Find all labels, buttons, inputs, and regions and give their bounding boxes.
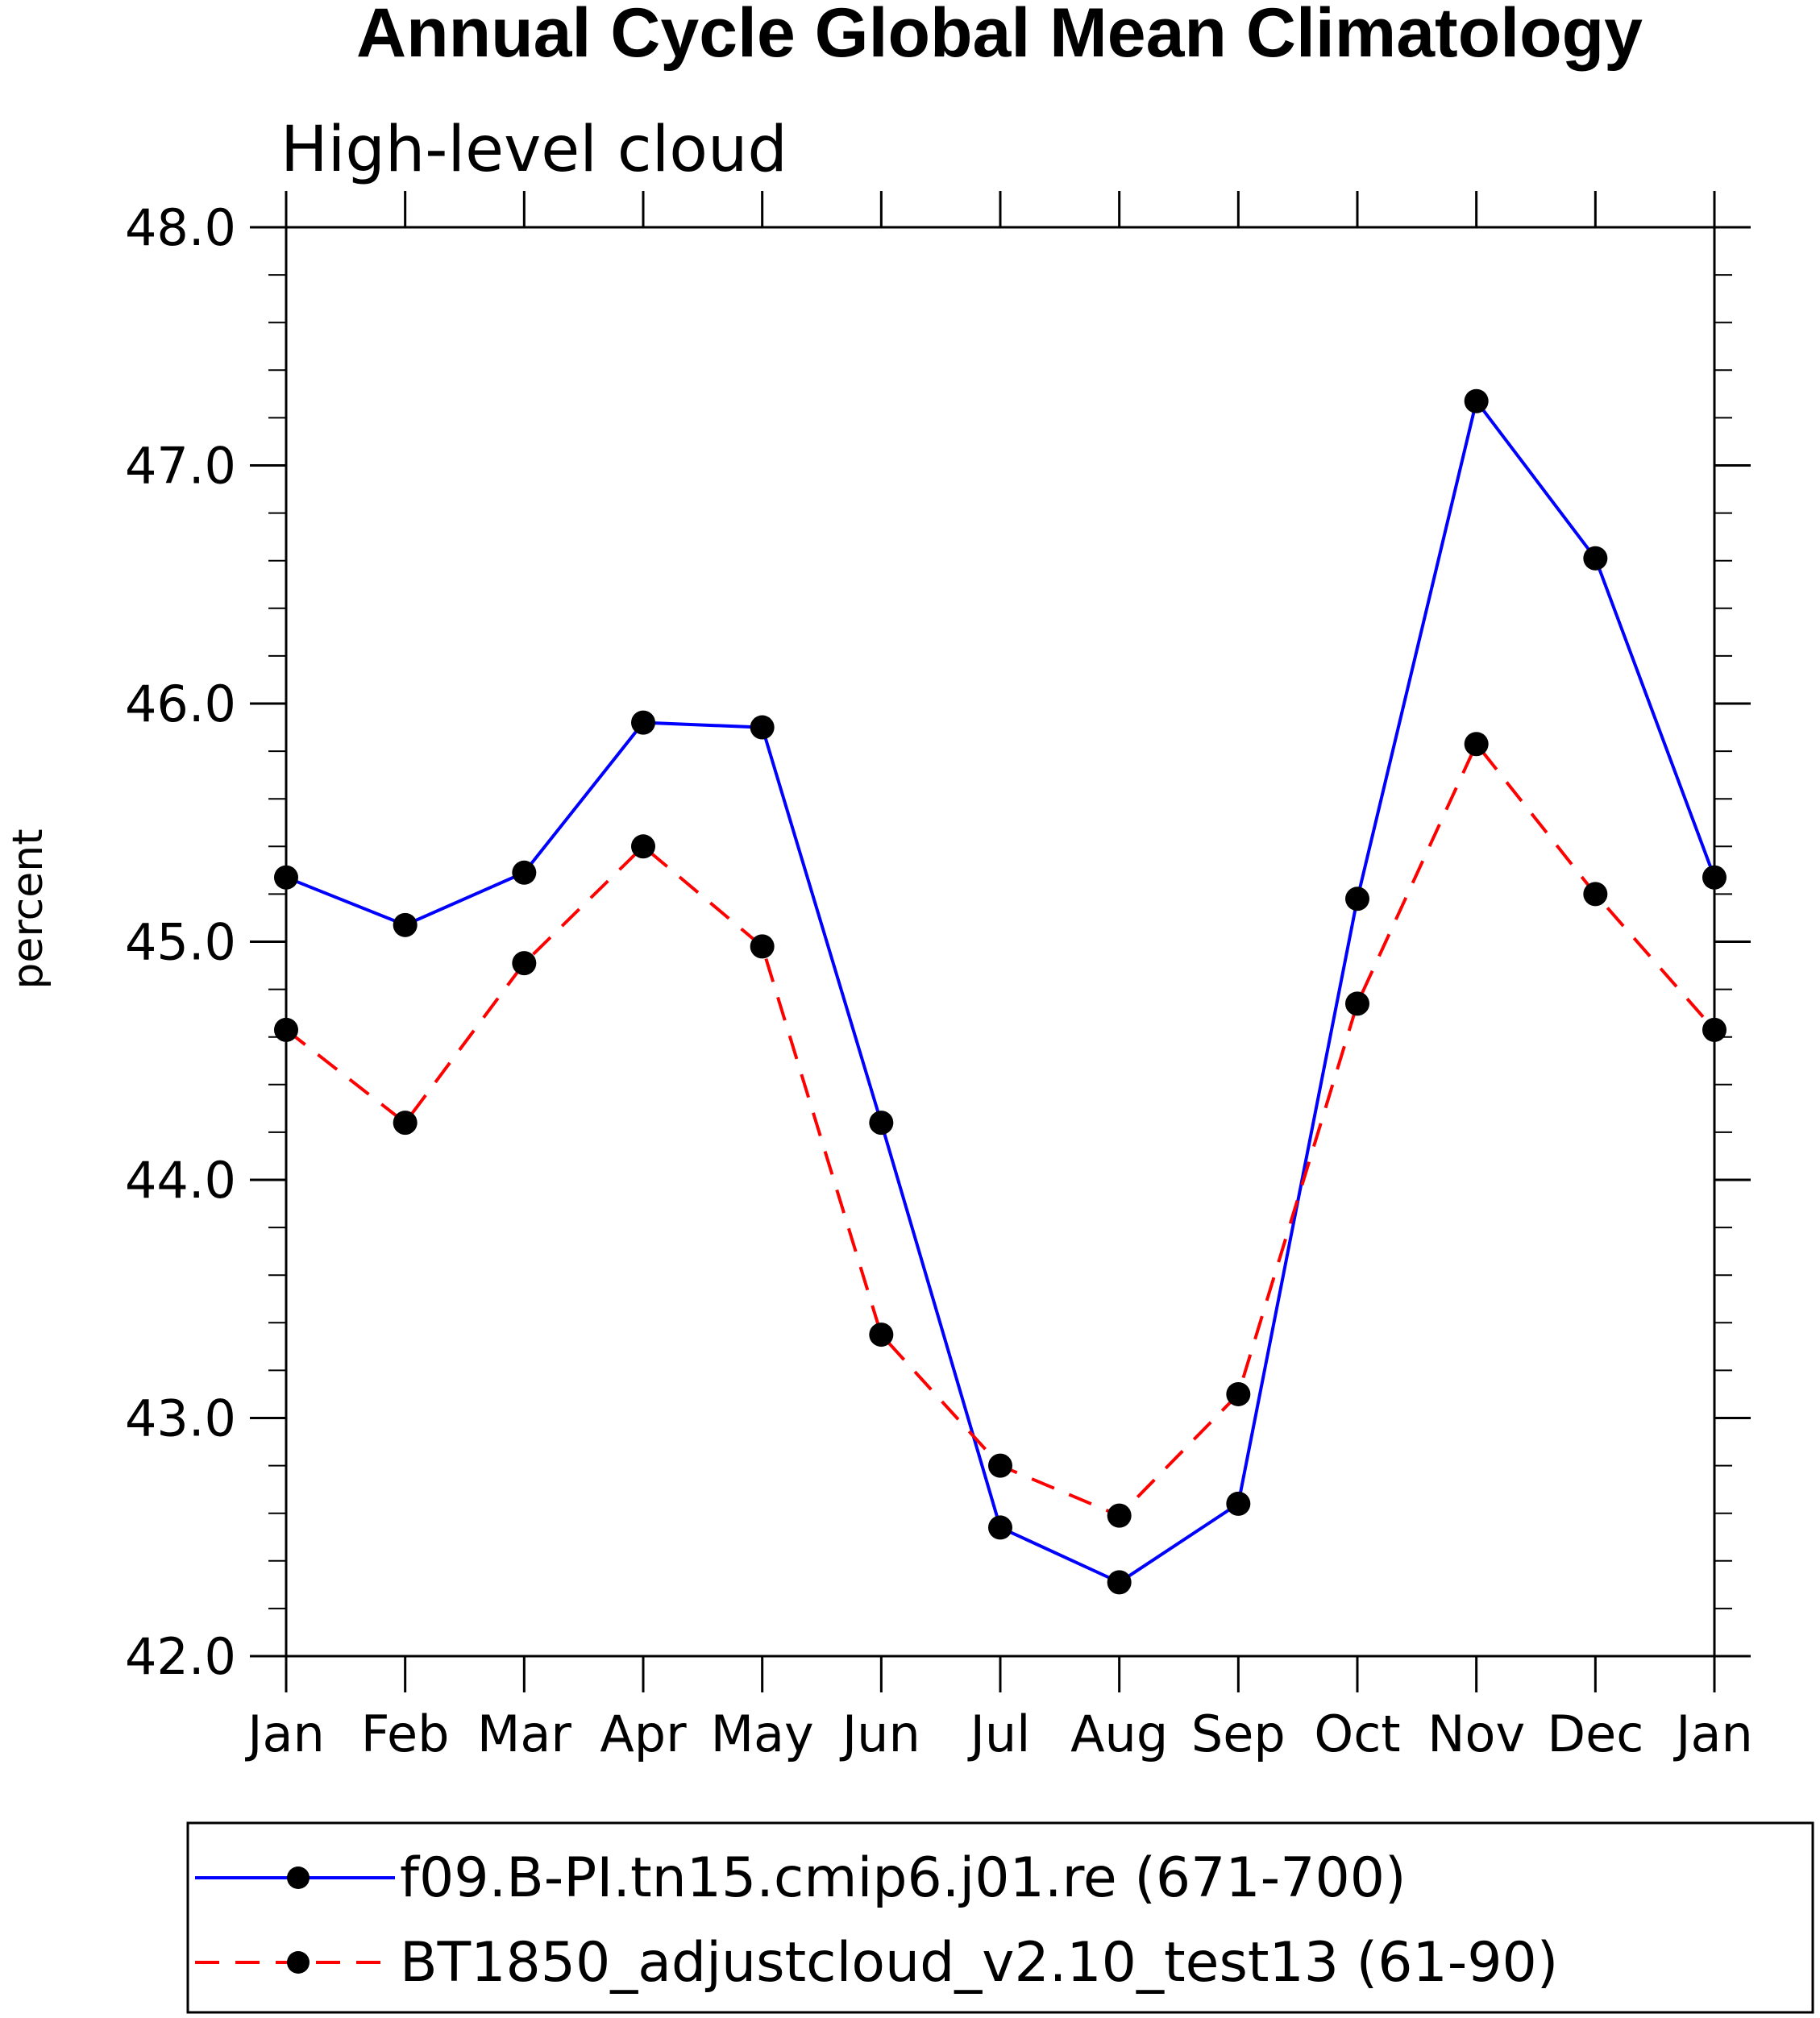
series-0-point xyxy=(750,715,775,740)
legend-box xyxy=(186,1821,1814,2014)
chart-title: Annual Cycle Global Mean Climatology xyxy=(356,0,1643,72)
y-axis-label: percent xyxy=(4,828,52,989)
x-tick-label: Nov xyxy=(1427,1705,1525,1763)
series-0-point xyxy=(393,912,418,937)
y-tick-label: 44.0 xyxy=(125,1151,236,1210)
series-0-point xyxy=(1226,1491,1251,1516)
series-1-point xyxy=(274,1017,298,1042)
x-tick-label: Feb xyxy=(361,1705,450,1763)
series-0-point xyxy=(512,860,537,885)
series-0-point xyxy=(631,710,655,735)
y-tick-label: 48.0 xyxy=(125,198,236,257)
x-tick-label: Jan xyxy=(244,1705,325,1763)
x-tick-label: Sep xyxy=(1191,1705,1286,1763)
x-tick-label: May xyxy=(711,1705,814,1763)
series-1-point xyxy=(631,834,655,859)
legend-marker-0 xyxy=(287,1866,310,1889)
axes: Jan Feb Mar Apr May Jun Jul Aug Sep Oct Nov Dec Jan4… xyxy=(125,191,1753,1763)
y-tick-label: 47.0 xyxy=(125,437,236,496)
series-1-point xyxy=(1107,1503,1132,1528)
series-1-point xyxy=(1702,1017,1727,1042)
series-0-point xyxy=(1464,388,1489,413)
x-tick-label: Apr xyxy=(600,1705,687,1763)
y-tick-label: 45.0 xyxy=(125,913,236,972)
x-tick-label: Oct xyxy=(1314,1705,1400,1763)
x-tick-label: Jun xyxy=(839,1705,920,1763)
series-0-point xyxy=(1345,887,1369,911)
series-0-point xyxy=(869,1111,894,1136)
series-1-point xyxy=(869,1322,894,1347)
legend: f09.B-PI.tn15.cmip6.j01.re (671-700) BT1… xyxy=(186,1821,1814,2014)
legend-label-0: f09.B-PI.tn15.cmip6.j01.re (671-700) xyxy=(400,1846,1407,1910)
x-tick-label: Jan xyxy=(1672,1705,1753,1763)
y-tick-label: 46.0 xyxy=(125,675,236,733)
series-1-point xyxy=(988,1453,1012,1478)
series-1-point xyxy=(393,1111,418,1136)
series-line-0 xyxy=(285,397,1716,1584)
series-0-point xyxy=(1702,865,1727,890)
series-1-point xyxy=(512,951,537,976)
x-tick-label: Mar xyxy=(477,1705,571,1763)
x-tick-label: Dec xyxy=(1547,1705,1643,1763)
plot-frame xyxy=(285,226,1716,1658)
y-tick-label: 42.0 xyxy=(125,1627,236,1686)
x-tick-label: Aug xyxy=(1070,1705,1168,1763)
series-1-point xyxy=(1583,882,1608,907)
series-layer xyxy=(274,388,1727,1595)
legend-marker-1 xyxy=(287,1951,310,1974)
series-0-point xyxy=(1107,1570,1132,1595)
x-tick-label: Jul xyxy=(967,1705,1031,1763)
series-line-1 xyxy=(285,741,1716,1518)
series-0-point xyxy=(988,1515,1012,1540)
series-0-point xyxy=(1583,546,1608,571)
y-tick-label: 43.0 xyxy=(125,1389,236,1448)
series-1-point xyxy=(750,934,775,959)
series-1-point xyxy=(1464,732,1489,757)
legend-label-1: BT1850_adjustcloud_v2.10_test13 (61-90) xyxy=(400,1931,1558,1995)
series-1-point xyxy=(1226,1381,1251,1406)
series-0-point xyxy=(274,865,298,890)
series-1-point xyxy=(1345,991,1369,1016)
chart-subtitle: High-level cloud xyxy=(280,114,787,186)
